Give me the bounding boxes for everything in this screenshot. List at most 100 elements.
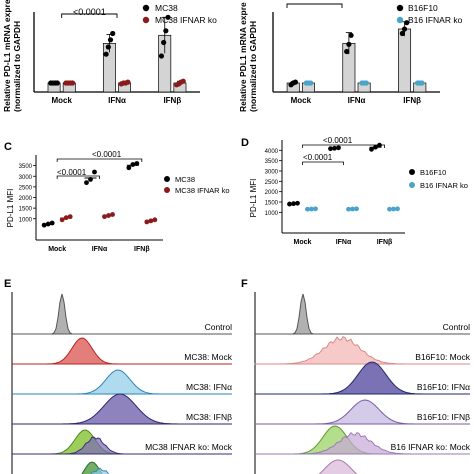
data-point [103,51,109,57]
panel-a-ylabel-1: Relative PD-L1 mRNA expres [2,0,12,112]
data-point [291,201,296,207]
histogram-label: Control [205,322,233,332]
data-point [125,79,131,85]
data-point [152,217,158,223]
data-point [295,200,300,206]
data-point [346,41,352,47]
data-point [348,32,354,38]
category-tick-label: IFNβ [134,246,150,253]
histogram-label: MC38: Mock [184,352,232,362]
panel-d-letter: D [241,137,249,149]
panel-d-ylabel: PD-L1 MFI [249,179,258,218]
panel-b-ylabel-1: Relative PDL1 mRNA expre [238,2,248,112]
data-point [134,161,140,166]
legend-c-mc38-ko-label: MC38 IFNAR ko [175,186,230,195]
histogram-curve [12,337,232,365]
histogram-label: Control [443,322,471,332]
category-tick-label: IFNα [336,239,352,246]
panel-d-sig-outer: <0.0001 [323,136,353,145]
panel-b-ylabel-2: (normalized to GAPDH [248,21,258,112]
y-tick-label: 2500 [19,185,33,191]
legend-d-b16-ko-label: B16 IFNAR ko [420,181,468,190]
histogram-curve [12,436,232,455]
data-point [110,30,116,37]
data-point [69,80,76,86]
data-point [45,221,51,227]
data-point [67,214,73,220]
category-tick-label: IFNα [92,246,108,253]
panel-d-sig-inner: <0.0001 [303,153,333,162]
y-tick-label: 1000 [19,217,33,223]
data-point [369,146,374,152]
category-tick-label: Mock [48,246,66,253]
legend-d-b16-label: B16F10 [420,168,446,177]
category-tick-label: Mock [51,96,72,105]
data-point [126,165,132,171]
data-point [54,80,60,86]
panel-c-letter: C [4,141,12,153]
y-tick-label: 1000 [265,211,279,217]
significance-bracket [56,175,100,179]
panel-c-sig-outer: <0.0001 [92,150,122,159]
histogram-label: MC38: IFNβ [186,412,232,422]
data-point [63,215,69,221]
y-tick-label: 3500 [19,164,33,170]
significance-bracket [61,13,118,18]
panel-a-sig-label: <0.0001 [73,7,106,17]
data-point [344,48,350,55]
legend-mc38-ko-marker [142,16,150,24]
data-point [354,206,359,212]
data-point [158,53,165,59]
bar [398,28,412,93]
data-point [84,180,89,186]
category-tick-label: IFNβ [377,239,393,246]
y-tick-label: 3000 [265,170,279,176]
legend-c-mc38-ko-marker [164,187,170,193]
data-point [308,80,314,86]
data-point [88,177,93,182]
histogram-curve [255,361,470,395]
legend-mc38-ko-label: MC38 IFNAR ko [155,15,217,25]
panel-d-plot: 1000 1500 2000 2500 3000 3500 4000 Mock IFNα IFNβ [265,140,405,246]
data-point [309,206,314,212]
data-point [49,220,55,226]
category-tick-label: IFNβ [163,96,181,105]
data-point [336,145,341,151]
data-point [363,80,369,86]
data-point [105,44,111,50]
panel-f-letter: F [241,278,248,290]
data-point [404,20,410,26]
histogram-curve [255,431,470,455]
legend-d-b16-marker [409,169,415,175]
panel-b-legend: B16F10 B16 IFNAR ko [396,3,463,25]
data-point [144,219,150,225]
panel-c-ylabel: PD-L1 MFI [6,189,15,228]
data-point [350,206,355,212]
histogram-label: B16 IFNAR ko: IFNα [392,472,470,474]
data-point [165,14,171,20]
histogram-curve [255,336,470,365]
legend-c-mc38-marker [164,176,170,182]
y-tick-label: 3500 [265,159,279,165]
legend-b16-marker [396,4,404,12]
data-point [373,144,378,150]
data-point [163,28,169,34]
y-tick-label: 3000 [19,175,33,181]
panel-d: D 1000 1500 2000 2500 3000 3500 4000 Mock IFNα IF… [241,136,468,246]
data-point [332,145,337,151]
panel-e-histograms: Control MC38: Mock MC38: IFNα MC38: IFNβ MC3… [11,292,233,474]
panel-e-letter: E [4,278,11,290]
panel-a-plot: Mock IFNα IFNβ [33,12,200,105]
data-point [328,146,333,152]
panel-c-sig-inner: <0.0001 [57,168,87,177]
category-tick-label: IFNβ [403,96,421,105]
panel-c: C 1000 1500 2000 2500 3000 3500 Mock IFNα IFNβ P… [4,141,230,253]
y-tick-label: 4000 [265,149,279,155]
category-tick-label: Mock [294,239,312,246]
y-tick-label: 1500 [19,207,33,213]
data-point [401,26,408,32]
y-tick-label: 1500 [265,201,279,207]
panel-a-ylabel-2: (normalized to GAPDH [12,21,22,112]
legend-b16-ko-label: B16 IFNAR ko [408,15,463,25]
